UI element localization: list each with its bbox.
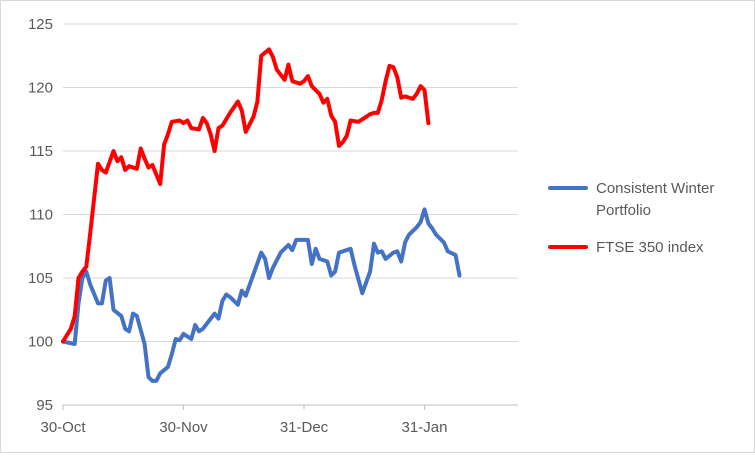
y-tick-label: 100 [28, 334, 53, 351]
y-axis-tick-labels: 95 100 105 110 115 120 125 [28, 16, 53, 414]
x-axis [62, 404, 518, 410]
x-tick-label: 31-Dec [280, 419, 329, 436]
y-tick-label: 115 [29, 143, 53, 160]
y-tick-label: 95 [36, 397, 53, 414]
x-tick-label: 30-Nov [159, 419, 208, 436]
y-tick-label: 105 [28, 270, 53, 287]
series-line-portfolio [61, 207, 462, 383]
y-tick-label: 110 [29, 207, 53, 224]
y-tick-label: 120 [28, 80, 53, 97]
series-lines [61, 47, 462, 383]
y-tick-label: 125 [28, 16, 53, 33]
x-axis-tick-labels: 30-Oct 30-Nov 31-Dec 31-Jan [40, 419, 447, 436]
series-line-ftse-350 [61, 47, 431, 344]
x-tick-label: 31-Jan [402, 419, 448, 436]
legend-label-portfolio: Consistent Winter Portfolio [596, 180, 714, 219]
x-tick-label: 30-Oct [40, 419, 86, 436]
legend-label-ftse-350: FTSE 350 index [596, 239, 704, 256]
legend: Consistent Winter Portfolio FTSE 350 index [548, 180, 714, 256]
